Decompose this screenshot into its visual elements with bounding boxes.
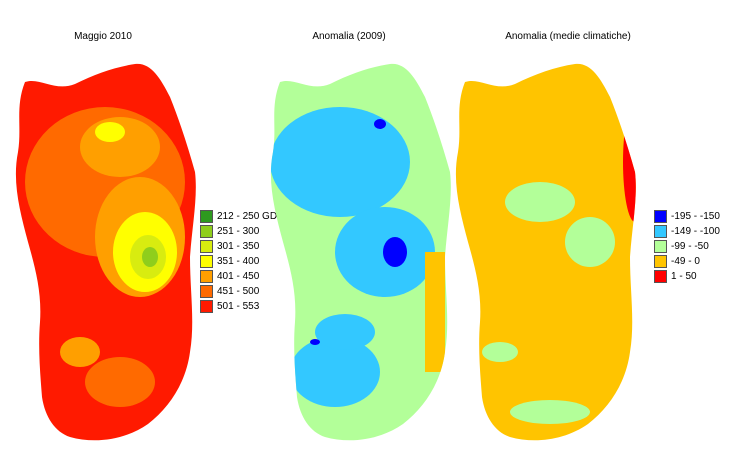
- anomaly-zone-minus99-c: [482, 342, 518, 362]
- anomaly-zone-minus99: [505, 182, 575, 222]
- legend-label: -49 - 0: [671, 256, 700, 267]
- map-anomaly-climate-normals: [440, 52, 655, 450]
- legend-swatch: [654, 210, 667, 223]
- legend-label: -195 - -150: [671, 211, 720, 222]
- legend-swatch: [200, 300, 213, 313]
- legend-item: -99 - -50: [654, 239, 720, 254]
- legend-gdd: 212 - 250 GDD 251 - 300 301 - 350 351 - …: [200, 209, 284, 314]
- map-title-may-2010: Maggio 2010: [74, 31, 132, 42]
- legend-item: 1 - 50: [654, 269, 720, 284]
- legend-swatch: [654, 240, 667, 253]
- legend-anomaly: -195 - -150 -149 - -100 -99 - -50 -49 - …: [654, 209, 720, 284]
- legend-item: 451 - 500: [200, 284, 284, 299]
- map-title-anomaly-2009: Anomalia (2009): [312, 31, 386, 42]
- anomaly-zone-minus99-b: [565, 217, 615, 267]
- legend-item: 301 - 350: [200, 239, 284, 254]
- legend-swatch: [200, 270, 213, 283]
- anomaly-zone-minus149: [270, 107, 410, 217]
- legend-label: 401 - 450: [217, 271, 260, 282]
- map-anomaly-2009: [255, 52, 470, 450]
- anomaly-zone-1-50: [623, 102, 636, 222]
- legend-label: 301 - 350: [217, 241, 260, 252]
- anomaly-zone-minus195-b: [374, 119, 386, 129]
- legend-label: -99 - -50: [671, 241, 709, 252]
- map-gdd-may-2010: [0, 52, 215, 450]
- legend-label: 251 - 300: [217, 226, 260, 237]
- legend-label: 212 - 250 GDD: [217, 211, 285, 222]
- legend-swatch: [200, 210, 213, 223]
- legend-label: 1 - 50: [671, 271, 697, 282]
- map-title-anomaly-climate: Anomalia (medie climatiche): [505, 31, 631, 42]
- legend-item: 501 - 553: [200, 299, 284, 314]
- legend-swatch: [200, 255, 213, 268]
- legend-item: 351 - 400: [200, 254, 284, 269]
- legend-item: -149 - -100: [654, 224, 720, 239]
- legend-item: 251 - 300: [200, 224, 284, 239]
- legend-swatch: [654, 270, 667, 283]
- legend-swatch: [654, 225, 667, 238]
- legend-swatch: [200, 225, 213, 238]
- anomaly-zone-minus195: [383, 237, 407, 267]
- anomaly-zone-minus149-c: [290, 337, 380, 407]
- legend-item: 212 - 250 GDD: [200, 209, 284, 224]
- anomaly-zone-minus149-d: [315, 314, 375, 350]
- legend-label: 451 - 500: [217, 286, 260, 297]
- legend-label: 501 - 553: [217, 301, 260, 312]
- anomaly-zone-minus49: [425, 252, 445, 372]
- legend-swatch: [200, 240, 213, 253]
- gdd-zone-251-300: [142, 247, 158, 267]
- legend-item: -49 - 0: [654, 254, 720, 269]
- legend-item: -195 - -150: [654, 209, 720, 224]
- anomaly-zone-minus99-d: [510, 400, 590, 424]
- legend-label: 351 - 400: [217, 256, 260, 267]
- legend-label: -149 - -100: [671, 226, 720, 237]
- legend-swatch: [654, 255, 667, 268]
- anomaly-zone-minus195-c: [310, 339, 320, 345]
- gdd-zone-north: [95, 122, 125, 142]
- legend-swatch: [200, 285, 213, 298]
- gdd-zone-south-2: [60, 337, 100, 367]
- legend-item: 401 - 450: [200, 269, 284, 284]
- gdd-zone-south: [85, 357, 155, 407]
